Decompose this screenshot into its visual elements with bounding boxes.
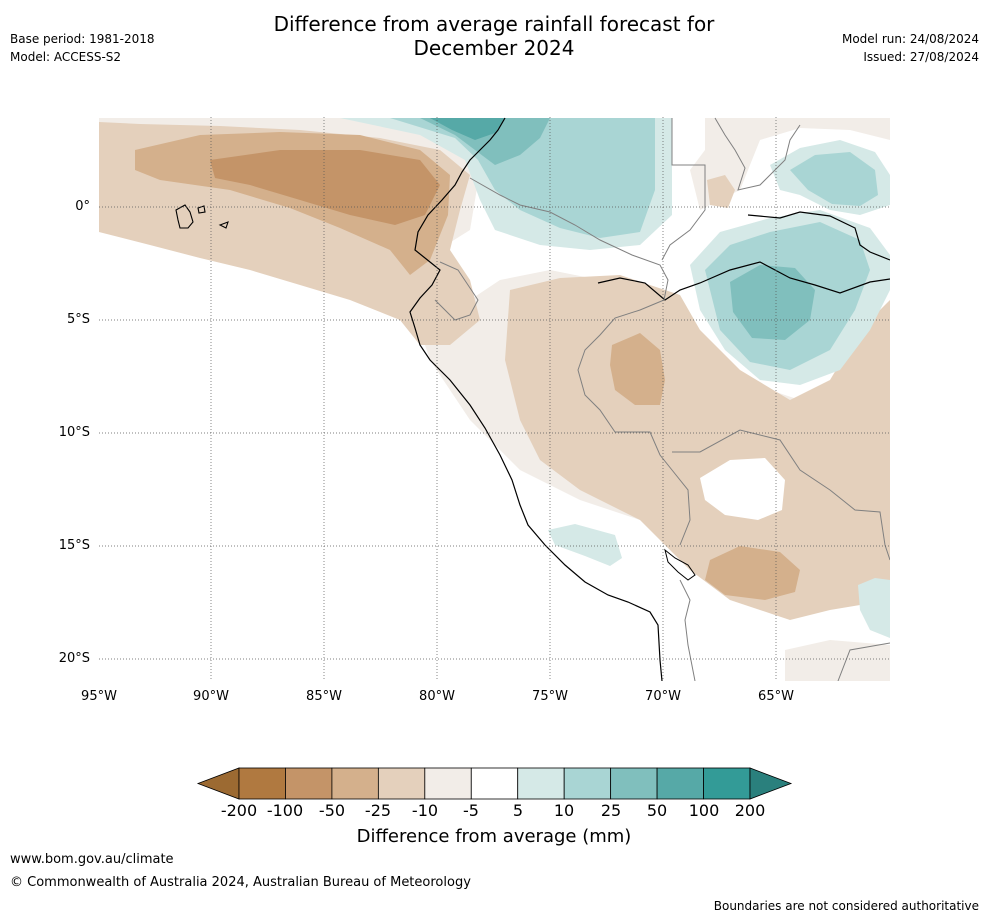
country-border-colombia-ecuador <box>469 177 669 301</box>
lon-tick-label: 95°W <box>81 689 117 704</box>
page-title: Difference from average rainfall forecas… <box>0 12 988 60</box>
colorbar-tick-label: -25 <box>364 801 392 820</box>
south-america-coastline <box>409 117 663 681</box>
colorbar-tick-label: 10 <box>553 801 575 820</box>
galapagos-island-1 <box>175 204 194 229</box>
near-normal-bolivia <box>700 458 785 520</box>
colorbar-cells <box>238 767 751 800</box>
base-period-text: Base period: 1981-2018 <box>10 32 155 46</box>
wet-anomaly-pacific <box>548 524 622 566</box>
colorbar-cell <box>703 767 751 800</box>
issued-text: Issued: 27/08/2024 <box>863 50 979 64</box>
dry-anomaly-peak-bolivia <box>705 546 800 600</box>
colorbar-tick-label: -200 <box>220 801 258 820</box>
lon-tick-label: 80°W <box>419 689 455 704</box>
country-border-peru-brazil <box>577 299 691 546</box>
dry-anomaly-mid-south <box>505 275 890 620</box>
model-name-text: Model: ACCESS-S2 <box>10 50 122 64</box>
wet-anomaly-north-mid <box>390 118 655 238</box>
lat-tick-label: 5°S <box>66 312 90 327</box>
colorbar-tick-label: 5 <box>512 801 524 820</box>
lon-tick-label: 90°W <box>193 689 229 704</box>
map-plot-area <box>99 117 890 681</box>
model-run-text: Model run: 24/08/2024 <box>841 32 979 46</box>
country-border-bolivia <box>672 429 890 561</box>
dry-anomaly-light-east <box>690 118 890 210</box>
gridlines <box>99 117 890 681</box>
amazon-river-outline <box>597 261 890 301</box>
colorbar <box>196 767 793 800</box>
colorbar-tick-label: -100 <box>266 801 304 820</box>
colorbar-tick-label: -5 <box>463 801 479 820</box>
title-line-2: December 2024 <box>413 36 575 60</box>
lon-tick-label: 65°W <box>758 689 794 704</box>
colorbar-axis-label: Difference from average (mm) <box>356 826 632 847</box>
colorbar-cell <box>238 767 286 800</box>
dry-anomaly-light-south <box>785 640 890 681</box>
wet-anomaly-southeast <box>858 578 890 638</box>
colorbar-tick-label: 25 <box>600 801 622 820</box>
colorbar-cell <box>424 767 472 800</box>
dry-anomaly-peak-peru <box>610 333 665 405</box>
northeast-coastline <box>747 211 890 261</box>
website-link[interactable]: www.bom.gov.au/climate <box>10 852 174 867</box>
country-border-chile <box>679 579 696 681</box>
colorbar-cell <box>656 767 704 800</box>
boundaries-disclaimer: Boundaries are not considered authoritat… <box>713 899 979 913</box>
lon-tick-label: 75°W <box>532 689 568 704</box>
colorbar-tick-label: 50 <box>646 801 668 820</box>
colorbar-cell <box>517 767 565 800</box>
colorbar-cell <box>563 767 612 800</box>
colorbar-tick-label: 100 <box>688 801 720 820</box>
colorbar-cell <box>610 767 658 800</box>
dry-anomaly-peak-north-core <box>210 150 440 225</box>
country-border-guyana <box>714 117 801 191</box>
lake-titicaca <box>664 548 696 581</box>
colorbar-high-extension <box>749 767 793 800</box>
lat-tick-label: 10°S <box>58 425 90 440</box>
country-border-paraguay <box>837 642 890 681</box>
lat-tick-label: 20°S <box>58 651 90 666</box>
colorbar-low-extension <box>196 767 240 800</box>
colorbar-tick-label: 200 <box>734 801 766 820</box>
dry-anomaly-small-ne <box>707 175 735 208</box>
wet-anomaly-northeast-mid <box>790 152 878 206</box>
copyright-notice: © Commonwealth of Australia 2024, Austra… <box>10 875 471 890</box>
wet-anomaly-north-peak <box>430 118 505 140</box>
colorbar-cell <box>470 767 519 800</box>
wet-anomaly-amazon-strong <box>730 265 815 340</box>
title-line-1: Difference from average rainfall forecas… <box>273 12 715 36</box>
colorbar-cell <box>331 767 379 800</box>
lat-tick-label: 0° <box>75 199 90 214</box>
lat-tick-label: 15°S <box>58 538 90 553</box>
colorbar-tick-label: -10 <box>411 801 439 820</box>
lon-tick-label: 85°W <box>306 689 342 704</box>
colorbar-cell <box>377 767 426 800</box>
colorbar-tick-label: -50 <box>318 801 346 820</box>
country-border-venezuela <box>661 118 706 261</box>
country-border-peru-ecuador <box>434 261 479 321</box>
galapagos-island-3 <box>218 221 229 229</box>
lon-tick-label: 70°W <box>645 689 681 704</box>
colorbar-cell <box>285 767 333 800</box>
